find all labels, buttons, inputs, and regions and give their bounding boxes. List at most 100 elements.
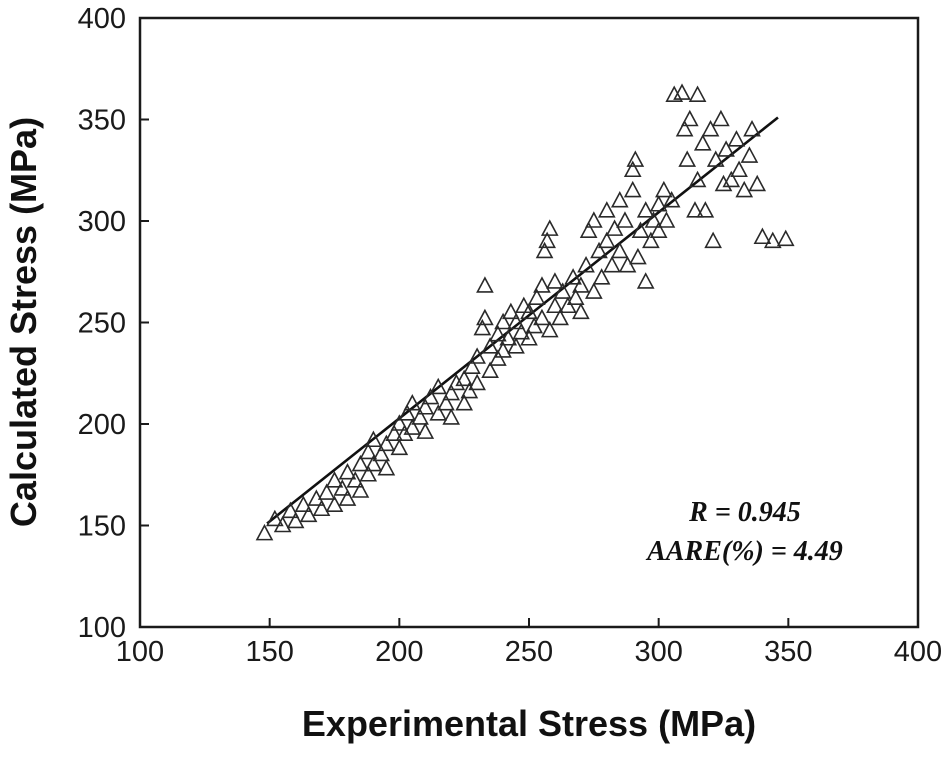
scatter-point-triangle-icon — [403, 418, 422, 435]
scatter-point-triangle-icon — [730, 160, 748, 178]
scatter-point-triangle-icon — [489, 324, 507, 342]
scatter-point-triangle-icon — [364, 454, 383, 472]
scatter-point-triangle-icon — [678, 150, 697, 167]
scatter-point-triangle-icon — [481, 337, 499, 354]
scatter-point-triangle-icon — [473, 318, 492, 336]
scatter-point-triangle-icon — [597, 201, 616, 218]
scatter-point-triangle-icon — [512, 322, 531, 340]
scatter-point-triangle-icon — [442, 383, 461, 401]
scatter-point-triangle-icon — [535, 241, 554, 259]
scatter-point-triangle-icon — [398, 404, 416, 421]
scatter-point-triangle-icon — [623, 180, 642, 198]
y-tick-label: 200 — [78, 409, 126, 441]
scatter-point-triangle-icon — [411, 408, 429, 425]
x-tick-label: 150 — [245, 636, 293, 668]
scatter-point-triangle-icon — [468, 347, 486, 364]
scatter-point-triangle-icon — [748, 174, 767, 192]
scatter-point-triangle-icon — [590, 241, 608, 259]
y-tick-label: 100 — [78, 612, 126, 644]
scatter-point-triangle-icon — [618, 255, 637, 273]
scatter-point-triangle-icon — [359, 442, 378, 460]
scatter-point-triangle-icon — [333, 479, 352, 496]
scatter-point-triangle-icon — [317, 483, 336, 500]
scatter-point-triangle-icon — [377, 458, 396, 476]
scatter-point-triangle-icon — [538, 231, 556, 249]
x-axis-title: Experimental Stress (MPa) — [302, 703, 756, 744]
scatter-point-triangle-icon — [753, 227, 772, 245]
scatter-point-triangle-icon — [680, 109, 699, 127]
scatter-point-triangle-icon — [657, 211, 676, 228]
scatter-point-triangle-icon — [455, 369, 474, 387]
scatter-point-triangle-icon — [351, 481, 370, 498]
scatter-point-triangle-icon — [533, 308, 551, 326]
scatter-point-triangle-icon — [642, 231, 660, 249]
scatter-point-triangle-icon — [364, 430, 383, 448]
scatter-point-triangle-icon — [494, 312, 512, 330]
scatter-point-triangle-icon — [455, 394, 474, 411]
scatter-point-triangle-icon — [312, 499, 331, 517]
scatter-point-triangle-icon — [460, 381, 479, 399]
scatter-point-triangle-icon — [502, 302, 520, 320]
scatter-point-triangle-icon — [437, 394, 455, 411]
x-tick-label: 100 — [116, 636, 164, 668]
scatter-point-triangle-icon — [655, 180, 673, 198]
scatter-point-triangle-icon — [605, 219, 624, 236]
scatter-point-triangle-icon — [579, 221, 598, 238]
scatter-point-triangle-icon — [546, 296, 564, 314]
scatter-point-triangle-icon — [359, 465, 378, 482]
scatter-point-triangle-icon — [351, 454, 370, 472]
scatter-point-triangle-icon — [533, 276, 551, 293]
scatter-point-triangle-icon — [662, 191, 681, 208]
scatter-point-triangle-icon — [476, 276, 494, 293]
scatter-point-triangle-icon — [385, 424, 403, 441]
scatter-point-triangle-icon — [390, 414, 409, 431]
scatter-point-triangle-icon — [566, 288, 585, 305]
scatter-point-triangle-icon — [494, 341, 512, 358]
scatter-point-triangle-icon — [688, 170, 707, 188]
scatter-point-triangle-icon — [636, 201, 655, 218]
y-tick-label: 250 — [78, 308, 126, 340]
scatter-point-triangle-icon — [584, 211, 603, 228]
scatter-point-triangle-icon — [559, 296, 577, 314]
scatter-point-triangle-icon — [540, 219, 559, 236]
scatter-point-triangle-icon — [540, 320, 559, 338]
scatter-point-triangle-icon — [722, 170, 741, 188]
x-tick-label: 300 — [634, 636, 682, 668]
y-tick-label: 400 — [78, 3, 126, 35]
scatter-point-triangle-icon — [499, 329, 518, 346]
scatter-point-triangle-icon — [325, 495, 344, 512]
scatter-point-triangle-icon — [616, 211, 634, 228]
scatter-point-triangle-icon — [763, 231, 782, 249]
scatter-point-triangle-icon — [717, 140, 735, 157]
scatter-point-triangle-icon — [514, 296, 533, 314]
scatter-point-triangle-icon — [416, 398, 435, 415]
scatter-point-triangle-icon — [546, 272, 564, 289]
scatter-point-triangle-icon — [610, 241, 629, 259]
annotation-r-value: R = 0.945 — [688, 497, 801, 528]
scatter-point-triangle-icon — [395, 424, 414, 441]
scatter-point-triangle-icon — [696, 201, 715, 218]
x-tick-label: 250 — [505, 636, 553, 668]
scatter-point-triangle-icon — [299, 505, 318, 523]
scatter-point-triangle-icon — [520, 329, 538, 346]
scatter-point-triangle-icon — [489, 349, 507, 366]
scatter-point-triangle-icon — [584, 282, 603, 299]
scatter-point-triangle-icon — [727, 130, 746, 147]
scatter-point-triangle-icon — [704, 231, 722, 249]
scatter-point-triangle-icon — [421, 387, 440, 405]
x-tick-label: 350 — [764, 636, 812, 668]
scatter-point-triangle-icon — [255, 523, 274, 541]
scatter-point-triangle-icon — [390, 438, 409, 456]
scatter-point-triangle-icon — [623, 160, 642, 178]
scatter-point-triangle-icon — [468, 373, 486, 391]
scatter-point-triangle-icon — [706, 150, 725, 167]
scatter-point-triangle-icon — [577, 255, 595, 273]
scatter-point-triangle-icon — [429, 377, 448, 395]
scatter-point-triangle-icon — [592, 268, 611, 285]
scatter-point-triangle-icon — [338, 489, 357, 506]
scatter-point-triangle-icon — [603, 255, 621, 273]
scatter-point-triangle-icon — [338, 463, 357, 480]
y-tick-label: 350 — [78, 105, 126, 137]
